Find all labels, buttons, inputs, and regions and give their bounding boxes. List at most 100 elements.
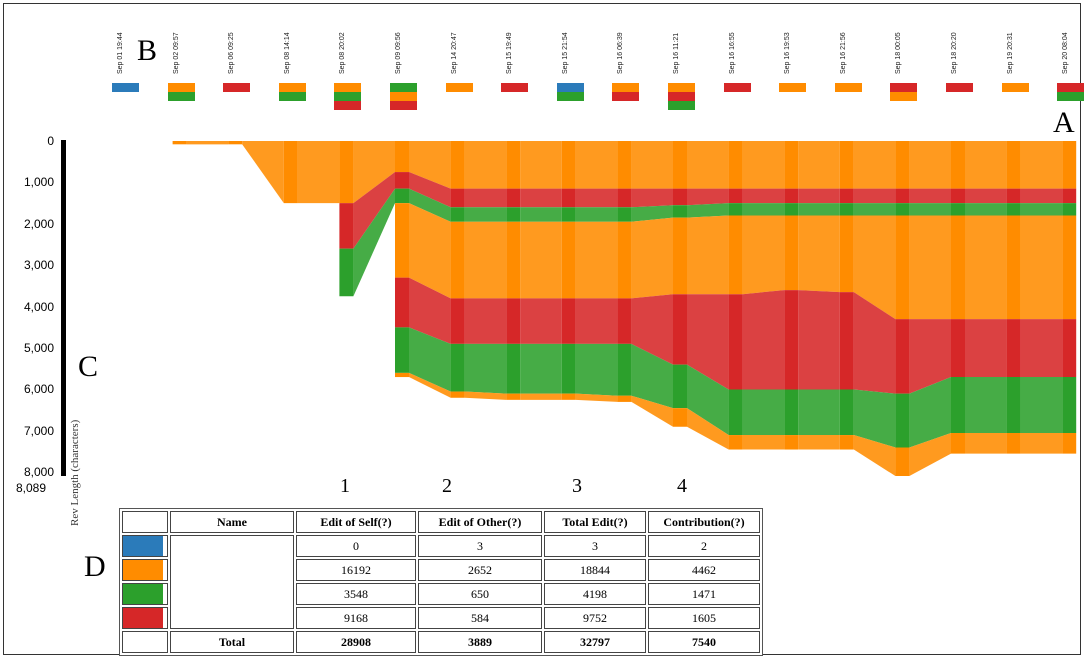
- flow-band: [673, 205, 687, 218]
- flow-band: [520, 393, 562, 400]
- marker-b: B: [137, 34, 158, 67]
- header-total-edit[interactable]: Total Edit(?): [544, 511, 646, 533]
- flow-band: [1062, 141, 1077, 189]
- flow-band: [965, 377, 1007, 433]
- total-edit-cell: 3: [544, 535, 646, 557]
- flow-band: [561, 343, 576, 394]
- flow-band: [631, 141, 673, 189]
- flow-band: [464, 298, 507, 344]
- table-row: 16192 2652 18844 4462: [122, 559, 760, 581]
- revision-editor-marker[interactable]: [556, 83, 584, 92]
- revision-editor-marker[interactable]: [612, 92, 640, 101]
- revision-editor-marker[interactable]: [445, 83, 473, 92]
- flow-band: [687, 215, 729, 295]
- y-tick-label: 0: [47, 134, 54, 148]
- column-number-1: 1: [340, 475, 350, 497]
- revision-editor-marker[interactable]: [946, 83, 973, 92]
- flow-band: [520, 188, 562, 208]
- revision-editor-marker[interactable]: [334, 101, 362, 110]
- flow-band: [631, 217, 673, 299]
- revision-editor-marker[interactable]: [668, 101, 695, 110]
- revision-editor-marker[interactable]: [612, 83, 640, 92]
- flow-band: [798, 188, 840, 204]
- flow-band: [1062, 203, 1077, 216]
- flow-band: [895, 141, 910, 189]
- flow-band: [687, 364, 729, 436]
- flow-band: [951, 188, 965, 204]
- flow-band: [951, 432, 965, 454]
- revision-editor-marker[interactable]: [167, 83, 195, 92]
- flow-band: [561, 393, 576, 400]
- flow-band: [673, 408, 687, 427]
- revision-editor-marker[interactable]: [390, 101, 417, 110]
- revision-editor-marker[interactable]: [278, 92, 306, 101]
- revision-editor-marker[interactable]: [668, 83, 695, 92]
- table-header-row: Name Edit of Self(?) Edit of Other(?) To…: [122, 511, 760, 533]
- revision-editor-marker[interactable]: [501, 83, 529, 92]
- flow-band: [617, 343, 632, 396]
- revision-editor-marker[interactable]: [112, 83, 139, 92]
- flow-band: [395, 141, 409, 173]
- flow-band: [784, 188, 799, 204]
- flow-band: [575, 188, 618, 208]
- revision-editor-marker[interactable]: [723, 83, 751, 92]
- revision-editor-marker[interactable]: [890, 83, 918, 92]
- flow-band: [631, 343, 673, 409]
- revision-editor-marker[interactable]: [834, 83, 862, 92]
- revision-editor-marker[interactable]: [779, 83, 807, 92]
- total-edit-self: 28908: [296, 631, 416, 653]
- editor-swatch: [122, 583, 168, 605]
- flow-band: [673, 141, 687, 189]
- flow-band: [728, 203, 743, 216]
- flow-band: [506, 393, 521, 400]
- flow-band: [450, 221, 465, 299]
- flow-band: [1006, 319, 1021, 378]
- revision-editor-marker[interactable]: [334, 92, 362, 101]
- contribution-cell: 1605: [648, 607, 760, 629]
- revision-editor-marker[interactable]: [1057, 83, 1085, 92]
- revision-editor-marker[interactable]: [390, 92, 417, 101]
- revision-editor-marker[interactable]: [223, 83, 251, 92]
- revision-editor-marker[interactable]: [390, 83, 417, 92]
- flow-band: [450, 298, 465, 344]
- y-tick-label: 8,000: [23, 465, 54, 480]
- column-number-4: 4: [677, 475, 687, 497]
- flow-band: [895, 215, 910, 320]
- revision-editor-marker[interactable]: [334, 83, 362, 92]
- revision-editor-marker[interactable]: [890, 92, 918, 101]
- header-edit-self[interactable]: Edit of Self(?): [296, 511, 416, 533]
- flow-band: [1020, 188, 1063, 204]
- contribution-cell: 4462: [648, 559, 760, 581]
- flow-band: [839, 141, 854, 189]
- flow-band: [617, 395, 632, 402]
- revision-editor-marker[interactable]: [556, 92, 584, 101]
- revision-editor-marker[interactable]: [167, 92, 195, 101]
- flow-band: [464, 188, 507, 208]
- contribution-cell: 1471: [648, 583, 760, 605]
- flow-band: [506, 188, 521, 208]
- header-edit-other[interactable]: Edit of Other(?): [418, 511, 542, 533]
- flow-band: [283, 141, 298, 204]
- flow-band: [673, 188, 687, 206]
- revision-editor-marker[interactable]: [668, 92, 695, 101]
- revision-editor-marker[interactable]: [1057, 92, 1085, 101]
- flow-band: [186, 141, 229, 145]
- flow-band: [409, 141, 451, 189]
- revision-editor-marker[interactable]: [278, 83, 306, 92]
- editor-swatch: [122, 607, 168, 629]
- header-contribution[interactable]: Contribution(?): [648, 511, 760, 533]
- revision-editor-marker[interactable]: [1001, 83, 1029, 92]
- flow-band: [409, 277, 451, 344]
- flow-band: [798, 215, 840, 293]
- flow-band: [728, 188, 743, 204]
- flow-band: [631, 188, 673, 208]
- flow-band: [673, 217, 687, 295]
- flow-band: [1006, 141, 1021, 189]
- edit-other-cell: 3: [418, 535, 542, 557]
- flow-band: [728, 389, 743, 436]
- flow-band: [839, 292, 854, 390]
- editor-swatch: [122, 535, 168, 557]
- y-axis-bar: [61, 140, 66, 476]
- total-swatch-empty: [122, 631, 168, 653]
